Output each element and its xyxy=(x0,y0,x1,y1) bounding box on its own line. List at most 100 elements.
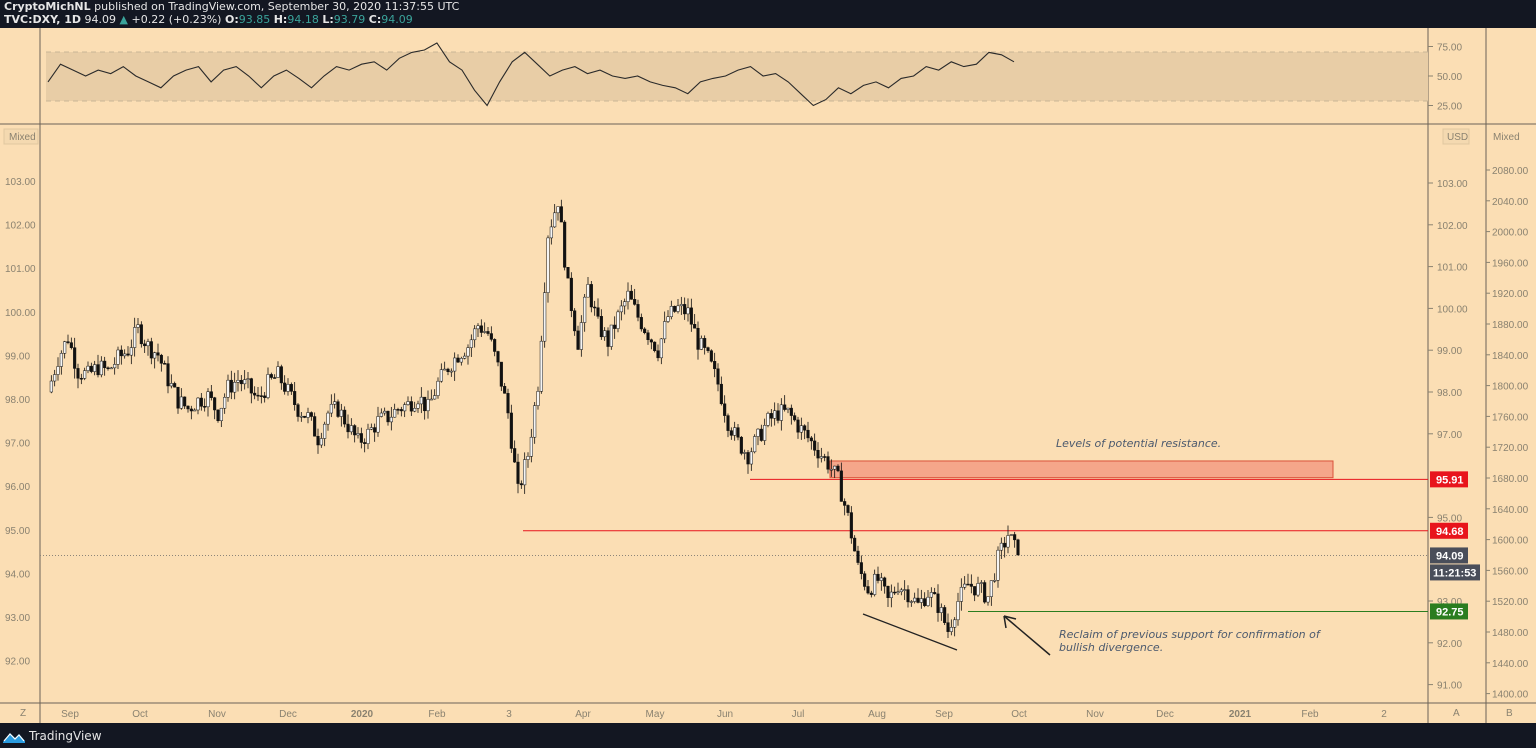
candle-body xyxy=(639,317,643,330)
candle-body xyxy=(966,583,970,586)
resistance-annotation[interactable]: Levels of potential resistance. xyxy=(1056,437,1221,450)
candle-body xyxy=(936,593,940,613)
candle-body xyxy=(543,292,547,342)
candle-body xyxy=(996,549,1000,581)
candle-body xyxy=(693,324,697,329)
candle-body xyxy=(836,465,840,472)
candle-body xyxy=(829,468,833,471)
candle-body xyxy=(103,360,107,369)
chart-canvas[interactable]: 75.00 50.00 25.00 103.00 102.00 101.00 100.00… xyxy=(0,28,1536,723)
candle-body xyxy=(376,416,380,433)
chart-header: CryptoMichNL published on TradingView.co… xyxy=(0,0,1536,28)
candle-body xyxy=(143,343,147,347)
candle-body xyxy=(729,430,733,436)
candle-body xyxy=(149,341,153,359)
candle-body xyxy=(853,537,857,552)
candle-body xyxy=(906,589,910,603)
candle-body xyxy=(583,296,587,323)
far-axis-tick: 1920.00 xyxy=(1492,289,1529,300)
candle-body xyxy=(789,407,793,416)
candle-body xyxy=(686,307,690,315)
candle-body xyxy=(339,409,343,417)
candle-body xyxy=(656,350,660,359)
resistance-zone[interactable] xyxy=(829,460,1334,479)
scale-b-button[interactable]: B xyxy=(1506,708,1513,719)
time-axis-tick: Nov xyxy=(1086,709,1104,720)
chart-area[interactable]: 75.00 50.00 25.00 103.00 102.00 101.00 100.00… xyxy=(0,28,1536,723)
candle-body xyxy=(819,456,823,459)
candle-body xyxy=(643,328,647,333)
candle-body xyxy=(336,401,340,417)
candle-body xyxy=(646,332,650,340)
candle-body xyxy=(756,428,760,437)
time-axis-tick: Aug xyxy=(868,709,886,720)
publisher-name[interactable]: CryptoMichNL xyxy=(4,0,91,13)
candle-body xyxy=(473,328,477,341)
time-axis-tick: Jul xyxy=(792,709,805,720)
right-axis-tick: 97.00 xyxy=(1437,430,1462,441)
far-axis-tick: 2080.00 xyxy=(1492,166,1529,177)
close-value: 94.09 xyxy=(381,13,413,26)
candle-body xyxy=(743,452,747,454)
candle-body xyxy=(463,355,467,359)
timezone-button[interactable]: Z xyxy=(20,708,26,719)
candle-body xyxy=(233,382,237,393)
candle-body xyxy=(226,379,230,398)
candle-body xyxy=(986,596,990,603)
far-axis-tick: 1880.00 xyxy=(1492,320,1529,331)
candle-body xyxy=(599,316,603,338)
candle-body xyxy=(653,341,657,351)
candle-body xyxy=(983,582,987,603)
candle-body xyxy=(723,403,727,416)
arrow-line[interactable] xyxy=(1003,615,1051,656)
candle-body xyxy=(903,589,907,591)
divergence-trendline[interactable] xyxy=(862,613,958,651)
candle-body xyxy=(633,299,637,305)
left-axis-mode-button[interactable] xyxy=(3,128,39,145)
candle-body xyxy=(73,347,77,369)
left-axis-tick: 93.00 xyxy=(5,613,30,624)
far-axis-tick: 1640.00 xyxy=(1492,505,1529,516)
candle-body xyxy=(129,347,133,356)
candle-body xyxy=(993,580,997,582)
candle-body xyxy=(703,338,707,348)
candle-body xyxy=(479,325,483,333)
support-annotation-line2[interactable]: bullish divergence. xyxy=(1059,641,1163,654)
currency-button[interactable] xyxy=(1442,128,1470,145)
candle-body xyxy=(69,342,73,348)
candle-body xyxy=(413,408,417,412)
tradingview-brand[interactable]: TradingView xyxy=(29,728,102,743)
right-axis-tick: 103.00 xyxy=(1437,179,1468,190)
close-label: C: xyxy=(368,13,382,26)
candle-body xyxy=(496,351,500,363)
candle-body xyxy=(426,399,430,412)
left-axis-tick: 102.00 xyxy=(5,221,36,232)
level-price-label: 94.68 xyxy=(1436,526,1464,538)
far-axis-tick: 1760.00 xyxy=(1492,412,1529,423)
candle-body xyxy=(356,433,360,436)
right-axis-tick: 92.00 xyxy=(1437,639,1462,650)
candle-body xyxy=(913,597,917,602)
time-axis-tick: Sep xyxy=(61,709,79,720)
candle-body xyxy=(1016,539,1020,556)
far-right-axis-mode[interactable]: Mixed xyxy=(1493,132,1520,143)
candle-body xyxy=(619,305,623,313)
candle-body xyxy=(369,427,373,430)
candle-body xyxy=(483,331,487,333)
candle-body xyxy=(349,425,353,433)
currency-label: USD xyxy=(1447,132,1468,143)
candle-body xyxy=(796,419,800,433)
support-annotation-line1[interactable]: Reclaim of previous support for confirma… xyxy=(1059,628,1322,641)
candle-body xyxy=(429,398,433,401)
candle-body xyxy=(546,237,550,293)
candle-body xyxy=(236,379,240,383)
auto-scale-button[interactable]: A xyxy=(1453,708,1460,719)
candle-body xyxy=(876,573,880,581)
candle-body xyxy=(749,451,753,465)
candle-body xyxy=(573,310,577,332)
candle-body xyxy=(209,391,213,398)
candle-body xyxy=(923,598,927,606)
candle-body xyxy=(66,341,70,343)
candle-body xyxy=(553,212,557,228)
candle-body xyxy=(206,391,210,408)
